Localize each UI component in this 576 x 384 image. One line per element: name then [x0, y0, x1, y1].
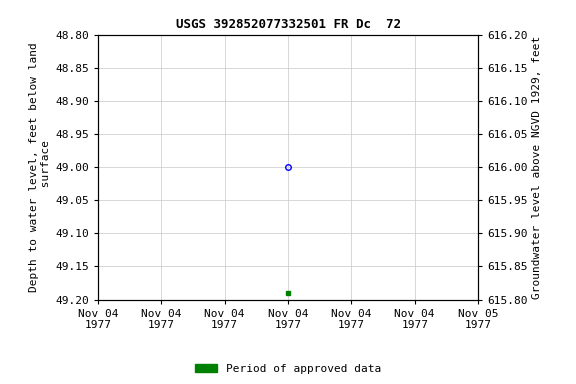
- Y-axis label: Groundwater level above NGVD 1929, feet: Groundwater level above NGVD 1929, feet: [532, 35, 542, 299]
- Y-axis label: Depth to water level, feet below land
 surface: Depth to water level, feet below land su…: [29, 42, 51, 292]
- Legend: Period of approved data: Period of approved data: [191, 359, 385, 379]
- Title: USGS 392852077332501 FR Dc  72: USGS 392852077332501 FR Dc 72: [176, 18, 400, 31]
